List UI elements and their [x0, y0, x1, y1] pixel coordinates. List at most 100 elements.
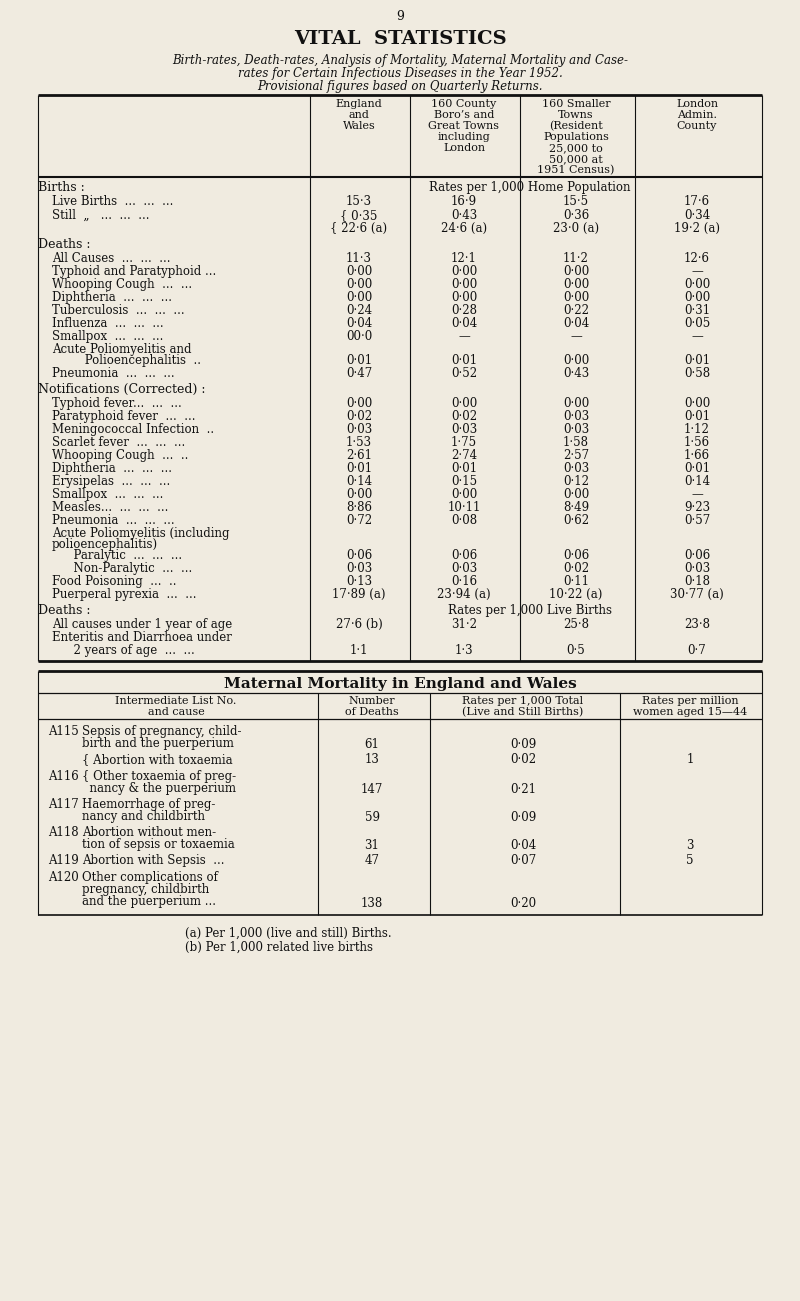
Text: 1·66: 1·66: [684, 449, 710, 462]
Text: 0·03: 0·03: [451, 423, 477, 436]
Text: 147: 147: [361, 783, 383, 796]
Text: 0·02: 0·02: [563, 562, 589, 575]
Text: 0·06: 0·06: [684, 549, 710, 562]
Text: London: London: [443, 143, 485, 154]
Text: and cause: and cause: [148, 706, 204, 717]
Text: Puerperal pyrexia  ...  ...: Puerperal pyrexia ... ...: [52, 588, 197, 601]
Text: 0·08: 0·08: [451, 514, 477, 527]
Text: 24·6 (a): 24·6 (a): [441, 222, 487, 235]
Text: 0·04: 0·04: [563, 317, 589, 330]
Text: 0·00: 0·00: [563, 291, 589, 304]
Text: 0·7: 0·7: [688, 644, 706, 657]
Text: Typhoid and Paratyphoid ...: Typhoid and Paratyphoid ...: [52, 265, 216, 278]
Text: 5: 5: [686, 853, 694, 866]
Text: 19·2 (a): 19·2 (a): [674, 222, 720, 235]
Text: 0·01: 0·01: [346, 354, 372, 367]
Text: 0·00: 0·00: [451, 278, 477, 291]
Text: Still  „   ...  ...  ...: Still „ ... ... ...: [52, 209, 150, 222]
Text: (Live and Still Births): (Live and Still Births): [462, 706, 584, 717]
Text: —: —: [691, 265, 703, 278]
Text: Abortion with Sepsis  ...: Abortion with Sepsis ...: [82, 853, 225, 866]
Text: 1·53: 1·53: [346, 436, 372, 449]
Text: A117: A117: [48, 798, 78, 811]
Text: Pneumonia  ...  ...  ...: Pneumonia ... ... ...: [52, 514, 174, 527]
Text: 1·56: 1·56: [684, 436, 710, 449]
Text: Other complications of: Other complications of: [82, 870, 218, 883]
Text: County: County: [677, 121, 717, 131]
Text: 0·12: 0·12: [563, 475, 589, 488]
Text: Rates per 1,000 Live Births: Rates per 1,000 Live Births: [448, 604, 612, 617]
Text: Smallpox  ...  ...  ...: Smallpox ... ... ...: [52, 330, 163, 343]
Text: 10·11: 10·11: [447, 501, 481, 514]
Text: 2·57: 2·57: [563, 449, 589, 462]
Text: 0·02: 0·02: [510, 753, 536, 766]
Text: Abortion without men-: Abortion without men-: [82, 826, 216, 839]
Text: Enteritis and Diarrhoea under: Enteritis and Diarrhoea under: [52, 631, 232, 644]
Text: 0·00: 0·00: [346, 278, 372, 291]
Text: birth and the puerperium: birth and the puerperium: [82, 736, 234, 749]
Text: 9·23: 9·23: [684, 501, 710, 514]
Text: 0·21: 0·21: [510, 783, 536, 796]
Text: 25·8: 25·8: [563, 618, 589, 631]
Text: 0·00: 0·00: [451, 265, 477, 278]
Text: { 22·6 (a): { 22·6 (a): [330, 222, 387, 235]
Text: 8·49: 8·49: [563, 501, 589, 514]
Text: (b) Per 1,000 related live births: (b) Per 1,000 related live births: [185, 941, 373, 954]
Text: 50,000 at: 50,000 at: [549, 154, 603, 164]
Text: 0·09: 0·09: [510, 738, 536, 751]
Text: including: including: [438, 131, 490, 142]
Text: nancy and childbirth: nancy and childbirth: [82, 811, 205, 824]
Text: —: —: [570, 330, 582, 343]
Text: Birth-rates, Death-rates, Analysis of Mortality, Maternal Mortality and Case-: Birth-rates, Death-rates, Analysis of Mo…: [172, 55, 628, 66]
Text: 17·6: 17·6: [684, 195, 710, 208]
Text: 0·5: 0·5: [566, 644, 586, 657]
Text: 0·00: 0·00: [346, 265, 372, 278]
Text: 13: 13: [365, 753, 379, 766]
Text: 0·00: 0·00: [451, 488, 477, 501]
Text: 27·6 (b): 27·6 (b): [336, 618, 382, 631]
Text: Sepsis of pregnancy, child-: Sepsis of pregnancy, child-: [82, 725, 242, 738]
Text: nancy & the puerperium: nancy & the puerperium: [82, 782, 236, 795]
Text: Provisional figures based on Quarterly Returns.: Provisional figures based on Quarterly R…: [258, 79, 542, 92]
Text: Rates per million: Rates per million: [642, 696, 738, 706]
Text: 0·43: 0·43: [563, 367, 589, 380]
Text: Live Births  ...  ...  ...: Live Births ... ... ...: [52, 195, 174, 208]
Text: Wales: Wales: [342, 121, 375, 131]
Text: 23·0 (a): 23·0 (a): [553, 222, 599, 235]
Text: 47: 47: [365, 853, 379, 866]
Text: of Deaths: of Deaths: [345, 706, 399, 717]
Text: Influenza  ...  ...  ...: Influenza ... ... ...: [52, 317, 164, 330]
Text: 23·8: 23·8: [684, 618, 710, 631]
Text: 23·94 (a): 23·94 (a): [437, 588, 491, 601]
Text: 0·20: 0·20: [510, 896, 536, 909]
Text: Acute Poliomyelitis (including: Acute Poliomyelitis (including: [52, 527, 230, 540]
Text: VITAL  STATISTICS: VITAL STATISTICS: [294, 30, 506, 48]
Text: 0·06: 0·06: [451, 549, 477, 562]
Text: 0·07: 0·07: [510, 853, 536, 866]
Text: 1: 1: [686, 753, 694, 766]
Text: 1·3: 1·3: [454, 644, 474, 657]
Text: Tuberculosis  ...  ...  ...: Tuberculosis ... ... ...: [52, 304, 185, 317]
Text: 0·06: 0·06: [563, 549, 589, 562]
Text: 00·0: 00·0: [346, 330, 372, 343]
Text: pregnancy, childbirth: pregnancy, childbirth: [82, 883, 210, 896]
Text: Intermediate List No.: Intermediate List No.: [115, 696, 237, 706]
Text: 0·62: 0·62: [563, 514, 589, 527]
Text: 1·58: 1·58: [563, 436, 589, 449]
Text: 1·75: 1·75: [451, 436, 477, 449]
Text: All Causes  ...  ...  ...: All Causes ... ... ...: [52, 252, 170, 265]
Text: Measles...  ...  ...  ...: Measles... ... ... ...: [52, 501, 168, 514]
Text: Polioencephalitis  ..: Polioencephalitis ..: [66, 354, 201, 367]
Text: 0·36: 0·36: [563, 209, 589, 222]
Text: 160 County: 160 County: [431, 99, 497, 109]
Text: 0·00: 0·00: [563, 354, 589, 367]
Text: tion of sepsis or toxaemia: tion of sepsis or toxaemia: [82, 838, 234, 851]
Text: Towns: Towns: [558, 111, 594, 120]
Text: 59: 59: [365, 811, 379, 824]
Text: 16·9: 16·9: [451, 195, 477, 208]
Text: A118: A118: [48, 826, 78, 839]
Text: 11·2: 11·2: [563, 252, 589, 265]
Text: 0·00: 0·00: [563, 488, 589, 501]
Text: 0·01: 0·01: [684, 354, 710, 367]
Text: 0·03: 0·03: [451, 562, 477, 575]
